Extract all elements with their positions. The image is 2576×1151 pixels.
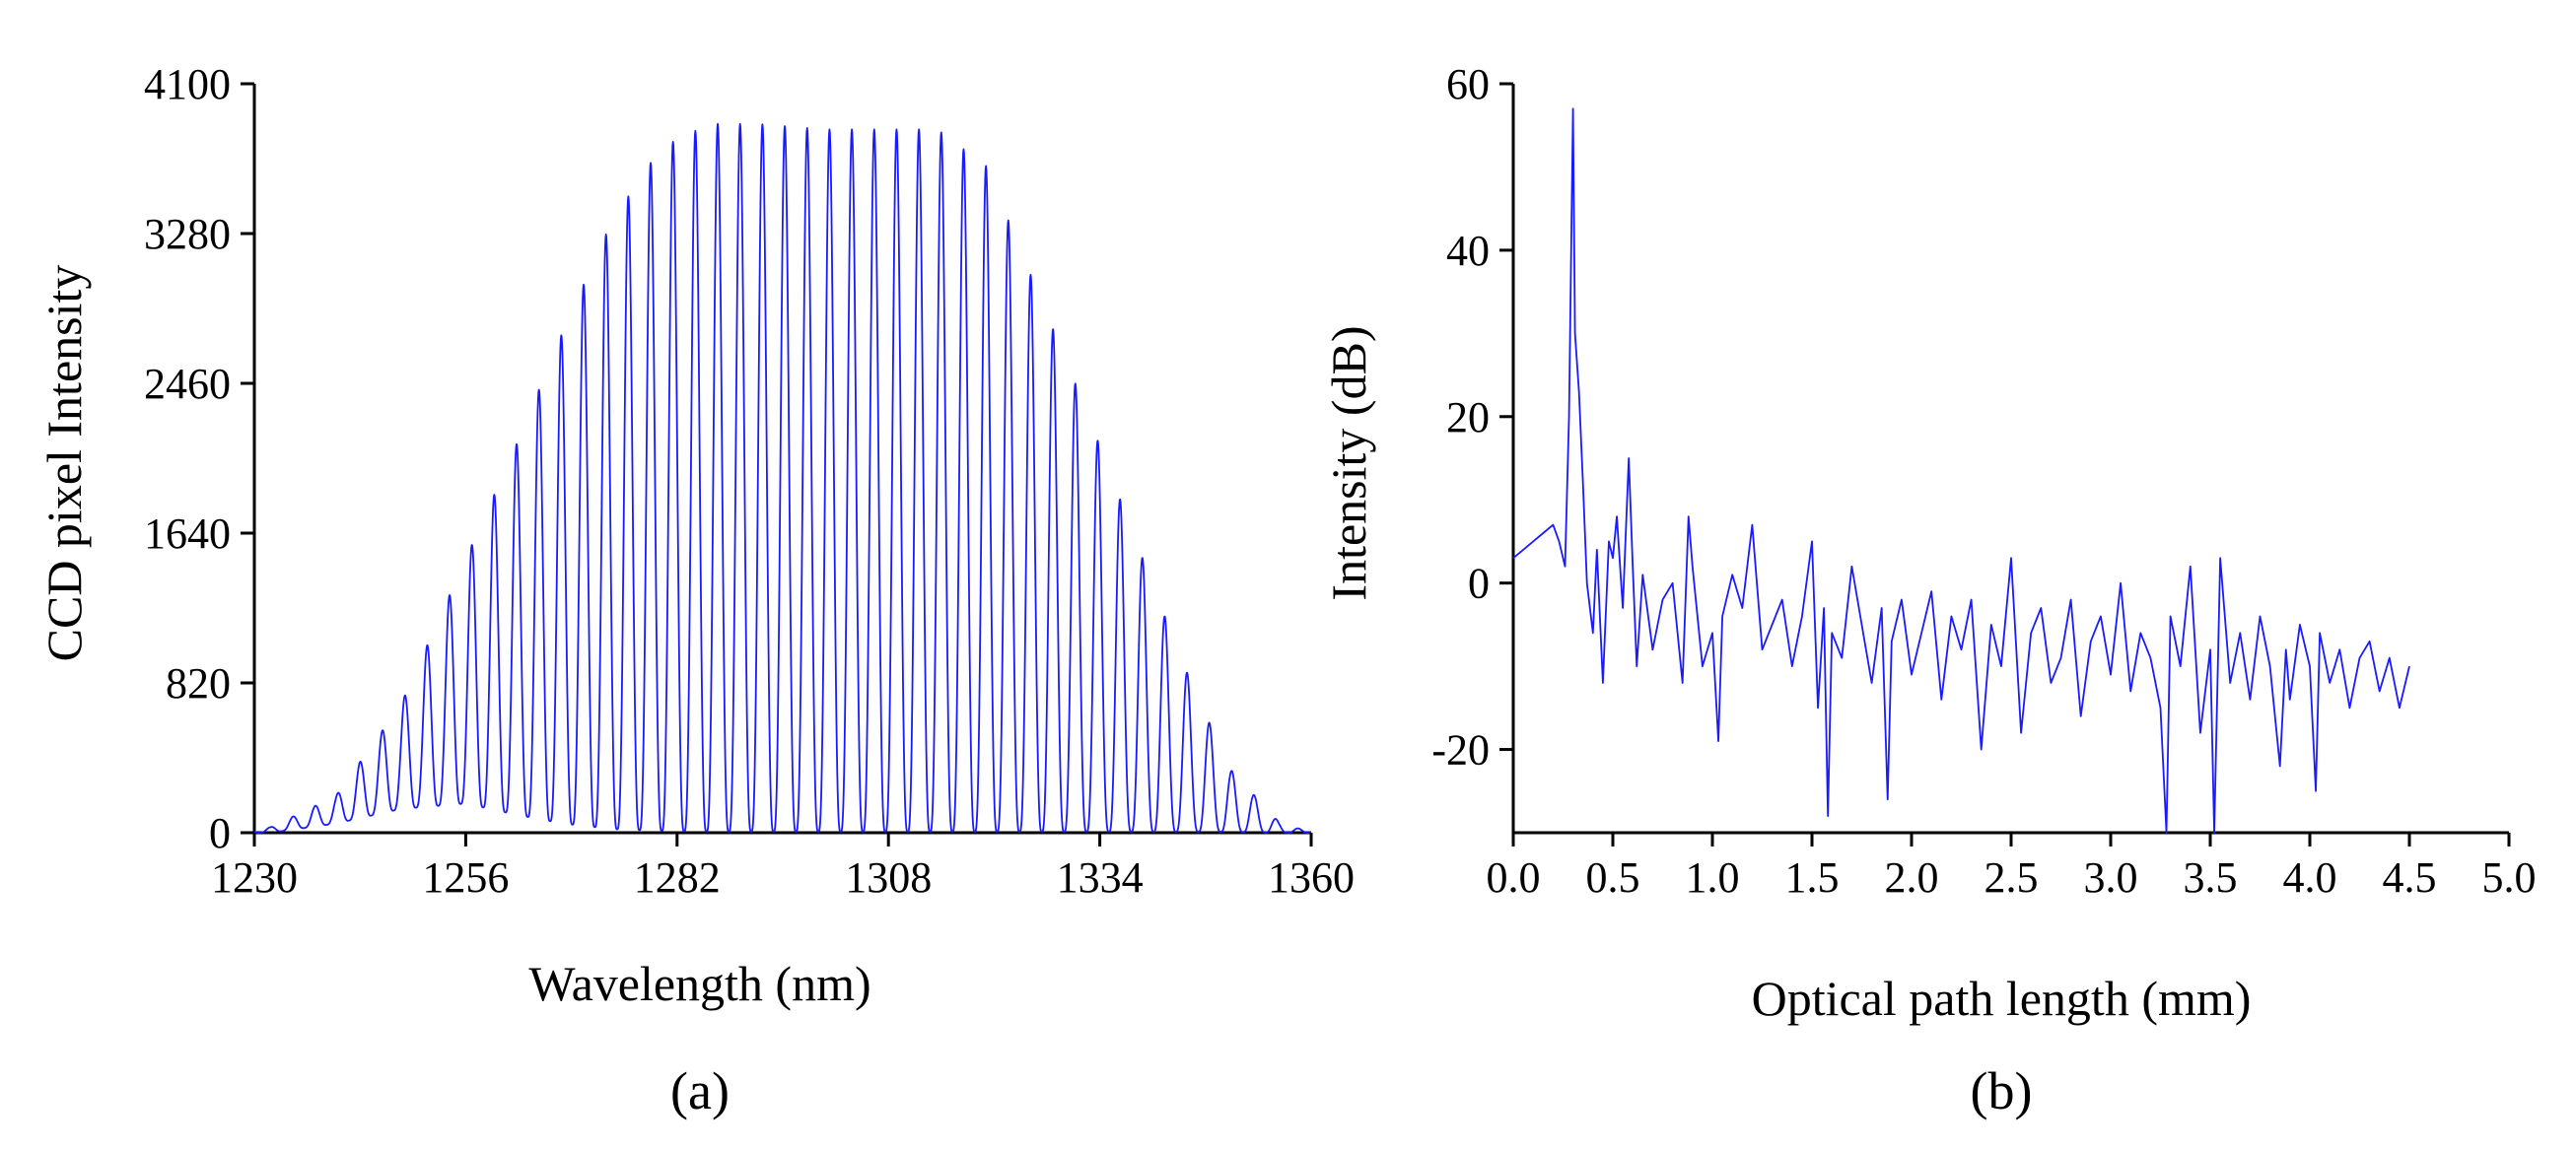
b-x-tick-label: 2.5 — [1984, 853, 2039, 902]
a-y-tick-label: 3280 — [144, 210, 231, 258]
panel-a-y-axis-title: CCD pixel Intensity — [36, 265, 92, 662]
b-x-tick-label: 2.0 — [1885, 853, 1939, 902]
panel-b-x-axis-title: Optical path length (mm) — [1752, 971, 2252, 1026]
panel-a-spectrum-chart: 1230 1256 1282 1308 1334 1360 0 820 1640 2460 328… — [36, 60, 1355, 1120]
panel-b-ascan-chart: 0.0 0.5 1.0 1.5 2.0 2.5 3.0 3.5 4.0 4.5 5.0 -20 0 20… — [1321, 60, 2537, 1120]
b-x-tick-label: 0.0 — [1487, 853, 1541, 902]
panel-b-ascan-line — [1512, 107, 2410, 834]
panel-a-spectrum-line — [253, 122, 1312, 834]
panel-a-x-axis-title: Wavelength (nm) — [528, 956, 870, 1011]
a-x-tick-label: 1256 — [422, 853, 509, 902]
b-y-tick-label: -20 — [1431, 726, 1490, 775]
a-x-tick-label: 1282 — [634, 853, 721, 902]
b-y-tick-label: 40 — [1446, 227, 1490, 275]
b-x-tick-label: 4.5 — [2383, 853, 2437, 902]
panel-a-x-ticks: 1230 1256 1282 1308 1334 1360 — [211, 833, 1355, 902]
b-x-tick-label: 0.5 — [1586, 853, 1640, 902]
b-x-tick-label: 4.0 — [2283, 853, 2337, 902]
a-y-tick-label: 2460 — [144, 360, 231, 408]
panel-b-y-axis-title: Intensity (dB) — [1321, 325, 1376, 600]
b-x-tick-label: 3.5 — [2184, 853, 2238, 902]
b-x-tick-label: 5.0 — [2482, 853, 2537, 902]
b-x-tick-label: 1.5 — [1785, 853, 1840, 902]
b-x-tick-label: 3.0 — [2084, 853, 2138, 902]
a-x-tick-label: 1230 — [211, 853, 298, 902]
a-x-tick-label: 1360 — [1268, 853, 1355, 902]
panel-b-y-ticks: -20 0 20 40 60 — [1431, 60, 1513, 775]
b-y-tick-label: 0 — [1468, 560, 1490, 608]
a-x-tick-label: 1308 — [845, 853, 932, 902]
b-y-tick-label: 20 — [1446, 393, 1490, 441]
panel-a-y-ticks: 0 820 1640 2460 3280 4100 — [144, 60, 254, 857]
panel-a-plot-area: 1230 1256 1282 1308 1334 1360 0 820 1640 2460 328… — [144, 60, 1355, 902]
a-y-tick-label: 820 — [166, 659, 231, 708]
a-y-tick-label: 1640 — [144, 509, 231, 558]
a-x-tick-label: 1334 — [1057, 853, 1144, 902]
panel-b-label: (b) — [1971, 1061, 2033, 1120]
a-y-tick-label: 4100 — [144, 60, 231, 108]
a-y-tick-label: 0 — [209, 809, 231, 857]
panel-b-plot-area: 0.0 0.5 1.0 1.5 2.0 2.5 3.0 3.5 4.0 4.5 5.0 -20 0 20… — [1431, 60, 2536, 902]
panel-a-label: (a) — [670, 1061, 730, 1120]
b-y-tick-label: 60 — [1446, 60, 1490, 108]
b-x-tick-label: 1.0 — [1686, 853, 1740, 902]
panel-b-x-ticks: 0.0 0.5 1.0 1.5 2.0 2.5 3.0 3.5 4.0 4.5 5.0 — [1487, 833, 2537, 902]
